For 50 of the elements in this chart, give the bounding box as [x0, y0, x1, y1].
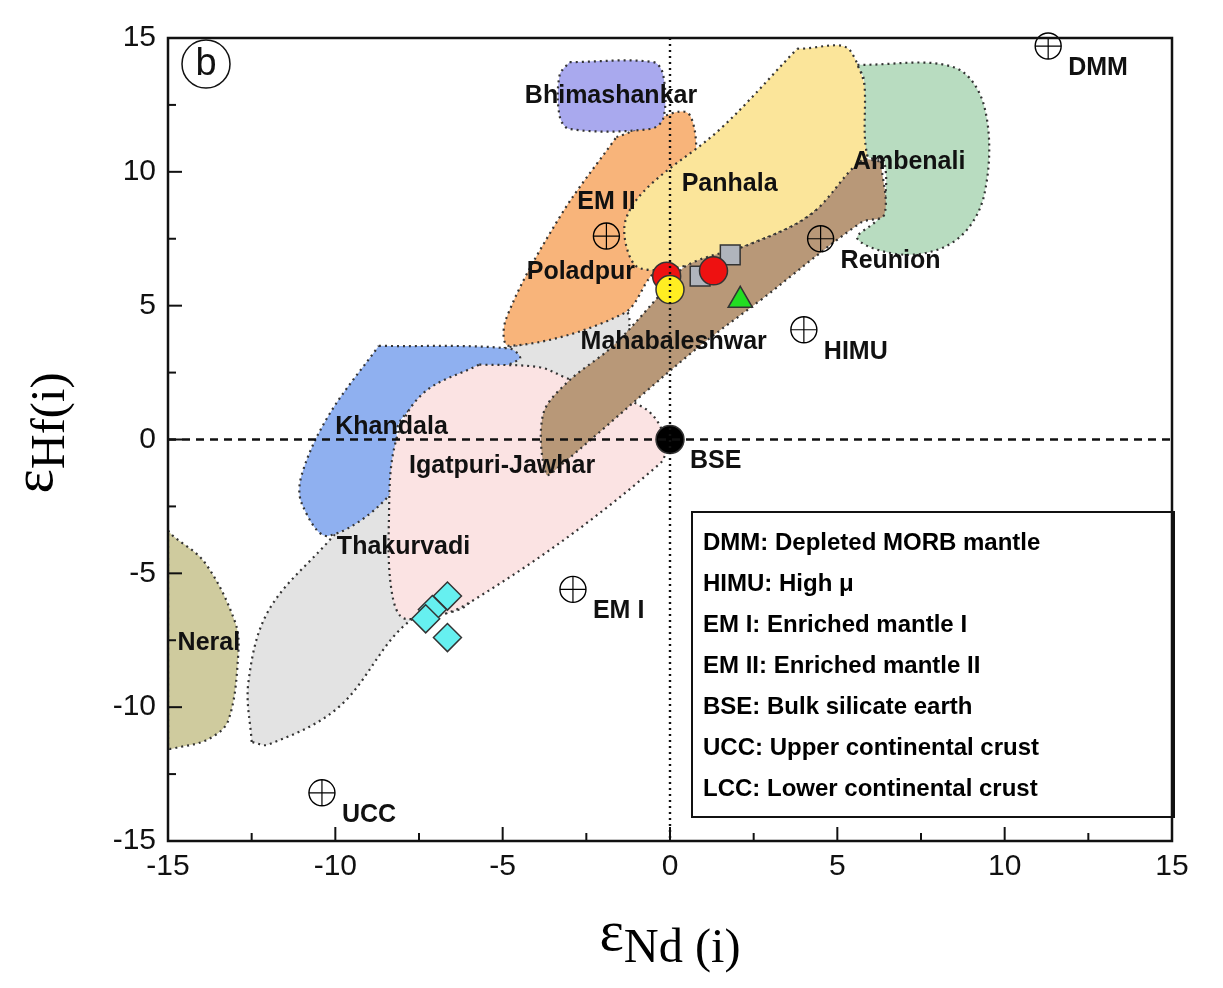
annotation: BSE: Bulk silicate earth: [703, 691, 974, 721]
x-tick-label: 5: [828, 848, 846, 882]
point: [698, 256, 729, 286]
y-tick-label: 0: [139, 420, 156, 454]
y-tick-label: 5: [139, 286, 156, 320]
chart-title: b: [195, 41, 217, 84]
x-axis-title: ε$_{Nd (i)}$: [599, 897, 741, 973]
x-tick-label: 0: [661, 848, 679, 882]
annotation: UCC: [341, 798, 397, 827]
x-tick-label: 15: [1155, 848, 1189, 882]
annotation: DMM: Depleted MORB mantle: [703, 527, 1042, 557]
series-label: Bhimashankar: [524, 79, 698, 108]
annotation: EM I: Enriched mantle I: [703, 609, 969, 639]
series-label: Poladpur: [526, 255, 636, 284]
annotation: Reunion: [840, 244, 941, 273]
y-tick-label: 15: [122, 19, 156, 53]
point: [790, 316, 818, 344]
point: [308, 779, 336, 807]
annotation: DMM: [1068, 51, 1128, 80]
series-label: Panhala: [681, 168, 779, 197]
point: [1034, 32, 1062, 60]
annotation: LCC: Lower continental crust: [703, 773, 1039, 803]
annotation: EM II: Enriched mantle II: [703, 650, 982, 680]
series-label: Thakurvadi: [336, 531, 471, 560]
annotation: HIMU: High μ: [703, 568, 855, 598]
point: [806, 225, 835, 253]
annotation: HIMU: [823, 335, 888, 364]
annotation: UCC: Upper continental crust: [703, 732, 1041, 762]
point: [432, 622, 463, 653]
x-tick-label: -5: [489, 848, 517, 882]
series-label: Khandala: [335, 411, 449, 440]
y-tick-label: -10: [112, 688, 156, 722]
series-label: Igatpuri-Jawhar: [409, 449, 596, 478]
point: [719, 244, 741, 266]
x-tick-label: 10: [987, 848, 1022, 882]
y-tick-label: -15: [112, 822, 156, 856]
annotation: EM II: [577, 185, 636, 214]
point: [432, 581, 463, 611]
point: [592, 222, 621, 250]
point: [655, 274, 685, 305]
point: [559, 575, 587, 604]
point: [410, 604, 441, 634]
annotation: BSE: [690, 445, 742, 474]
series-label: Neral: [177, 627, 241, 656]
series-label: Ambenali: [852, 145, 966, 174]
series-label: Mahabaleshwar: [580, 326, 768, 355]
y-tick-label: 10: [122, 153, 156, 187]
annotation: EM I: [592, 595, 645, 624]
y-tick-label: -5: [129, 554, 156, 588]
x-tick-label: -10: [313, 848, 358, 882]
